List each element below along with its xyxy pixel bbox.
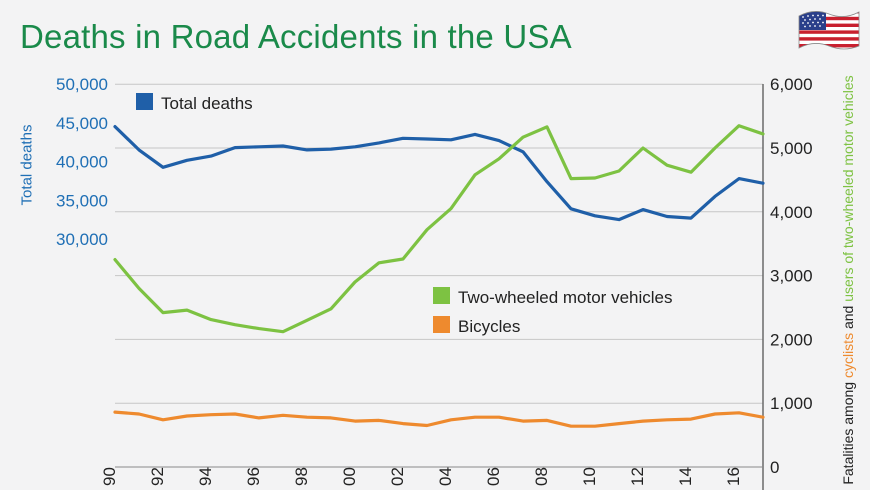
x-tick-label: 96: [244, 467, 263, 486]
legend-label: Total deaths: [161, 94, 253, 113]
legend-swatch: [433, 287, 450, 304]
right-tick-label: 0: [770, 458, 779, 477]
left-tick-label: 50,000: [56, 75, 108, 94]
legend-label: Two-wheeled motor vehicles: [458, 288, 672, 307]
chart-title: Deaths in Road Accidents in the USA: [20, 18, 572, 55]
legend-label: Bicycles: [458, 317, 520, 336]
right-tick-label: 5,000: [770, 139, 813, 158]
x-tick-label: 16: [724, 467, 743, 486]
left-tick-label: 40,000: [56, 153, 108, 172]
legend-swatch: [136, 93, 153, 110]
right-tick-label: 4,000: [770, 203, 813, 222]
x-tick-label: 00: [340, 467, 359, 486]
x-tick-label: 92: [148, 467, 167, 486]
series-line-total-deaths: [113, 124, 765, 222]
left-tick-label: 45,000: [56, 114, 108, 133]
x-tick-label: 90: [100, 467, 119, 486]
x-tick-label: 14: [676, 467, 695, 486]
x-tick-label: 10: [580, 467, 599, 486]
x-tick-label: 04: [436, 467, 455, 486]
x-tick-label: 08: [532, 467, 551, 486]
left-tick-label: 35,000: [56, 191, 108, 210]
usa-flag-icon: [796, 8, 862, 52]
right-tick-label: 2,000: [770, 330, 813, 349]
series-line-two-wheeled-motor-vehicles: [113, 124, 765, 334]
x-tick-label: 06: [484, 467, 503, 486]
legend-swatch: [433, 316, 450, 333]
x-tick-label: 02: [388, 467, 407, 486]
x-tick-label: 12: [628, 467, 647, 486]
right-tick-label: 1,000: [770, 394, 813, 413]
x-tick-label: 94: [196, 467, 215, 486]
right-tick-label: 6,000: [770, 75, 813, 94]
x-tick-label: 98: [292, 467, 311, 486]
right-tick-label: 3,000: [770, 267, 813, 286]
series-line-bicycles: [113, 410, 765, 428]
left-tick-label: 30,000: [56, 230, 108, 249]
